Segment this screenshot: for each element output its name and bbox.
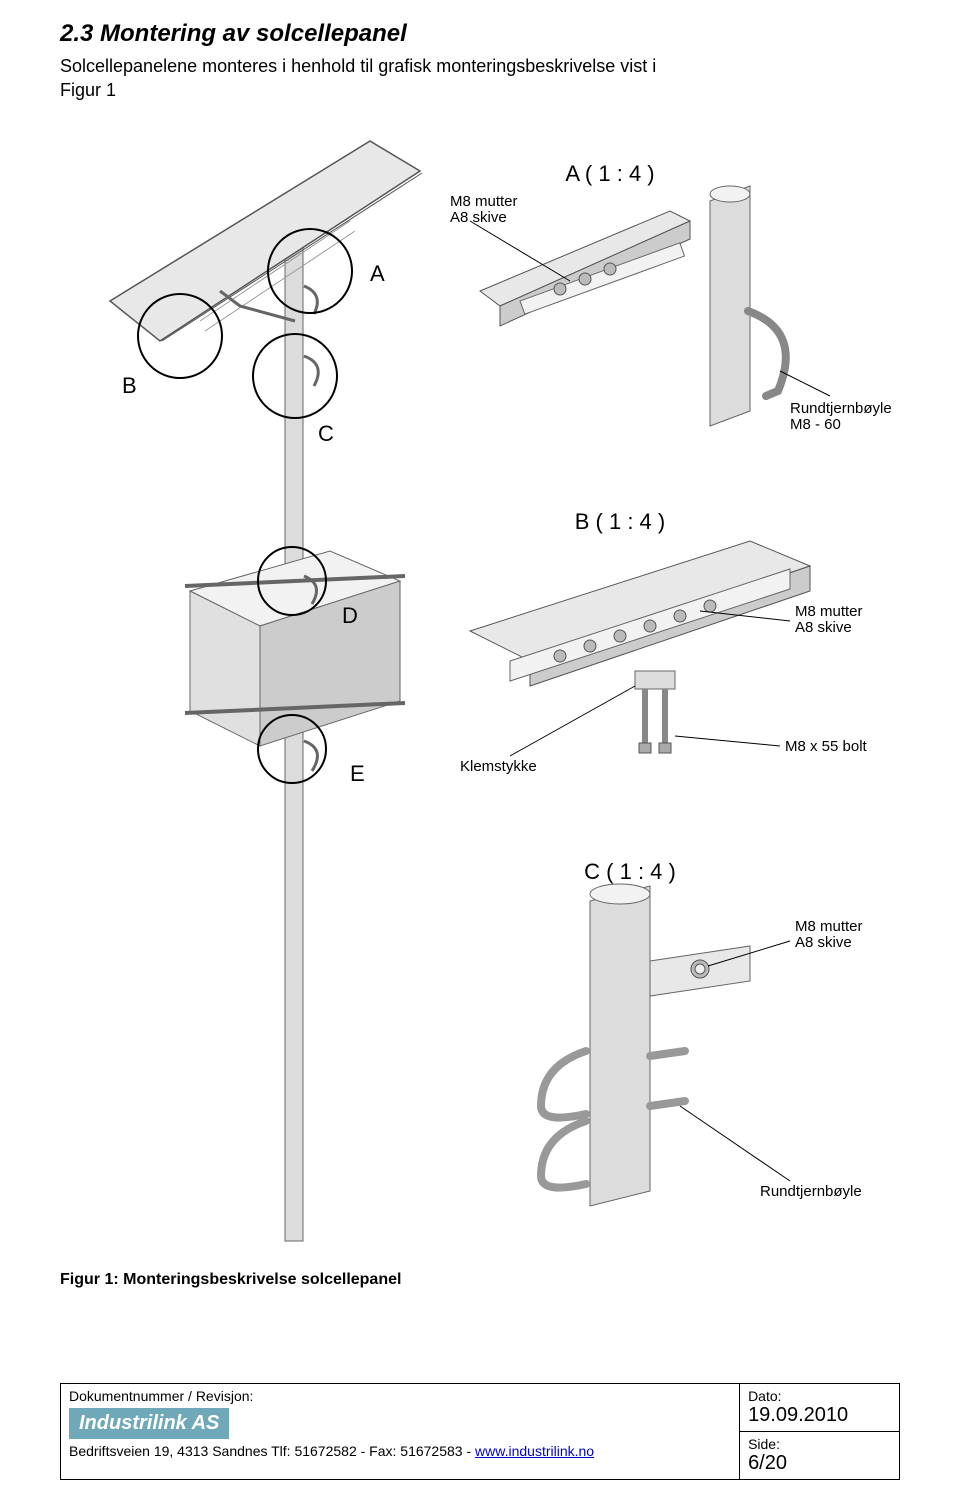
figure-1: A B C D E A ( 1 : 4 ) M8 mutter A8 skive… [60,121,900,1261]
doc-number-label: Dokumentnummer / Revisjon: [69,1388,731,1404]
overview-label-e: E [350,761,365,786]
detail-b-title: B ( 1 : 4 ) [575,509,665,534]
address-text: Bedriftsveien 19, 4313 Sandnes Tlf: 5167… [69,1443,475,1459]
detail-a: A ( 1 : 4 ) M8 mutter A8 skive Rundtjern… [450,161,896,433]
side-value: 6/20 [748,1452,891,1475]
callout-b-nut: M8 mutter A8 skive [795,603,867,636]
overview-label-b: B [122,373,137,398]
intro-line-2: Figur 1 [60,80,116,100]
dato-label: Dato: [748,1388,891,1404]
footer-address: Bedriftsveien 19, 4313 Sandnes Tlf: 5167… [69,1443,731,1459]
overview-label-d: D [342,603,358,628]
company-logo: Industrilink AS [69,1408,229,1439]
side-label: Side: [748,1436,891,1452]
callout-c-nut: M8 mutter A8 skive [795,918,867,951]
detail-c-title: C ( 1 : 4 ) [584,859,676,884]
intro-line-1: Solcellepanelene monteres i henhold til … [60,56,656,76]
overview-label-c: C [318,421,334,446]
callout-b-clamp: Klemstykke [460,758,537,775]
detail-b: B ( 1 : 4 ) M8 mutter A8 skive Klemstykk… [460,509,868,775]
assembly-diagram-svg: A B C D E A ( 1 : 4 ) M8 mutter A8 skive… [60,121,900,1261]
footer-table: Dokumentnummer / Revisjon: Industrilink … [60,1383,900,1480]
callout-a-nut: M8 mutter A8 skive [450,193,522,226]
overview-label-a: A [370,261,385,286]
intro-text: Solcellepanelene monteres i henhold til … [60,54,900,103]
dato-value: 19.09.2010 [748,1404,891,1427]
section-heading: 2.3 Montering av solcellepanel [60,20,900,48]
callout-c-ubolt: Rundtjernbøyle [760,1183,862,1200]
callout-a-ubolt: Rundtjernbøyle M8 - 60 [790,400,896,433]
detail-c: C ( 1 : 4 ) M8 mutter A8 skive Rundtjern… [541,859,867,1206]
website-link[interactable]: www.industrilink.no [475,1443,594,1459]
overview-assembly: A B C D E [110,141,422,1241]
callout-b-bolt: M8 x 55 bolt [785,738,868,755]
figure-caption: Figur 1: Monteringsbeskrivelse solcellep… [60,1271,900,1289]
detail-a-title: A ( 1 : 4 ) [565,161,654,186]
